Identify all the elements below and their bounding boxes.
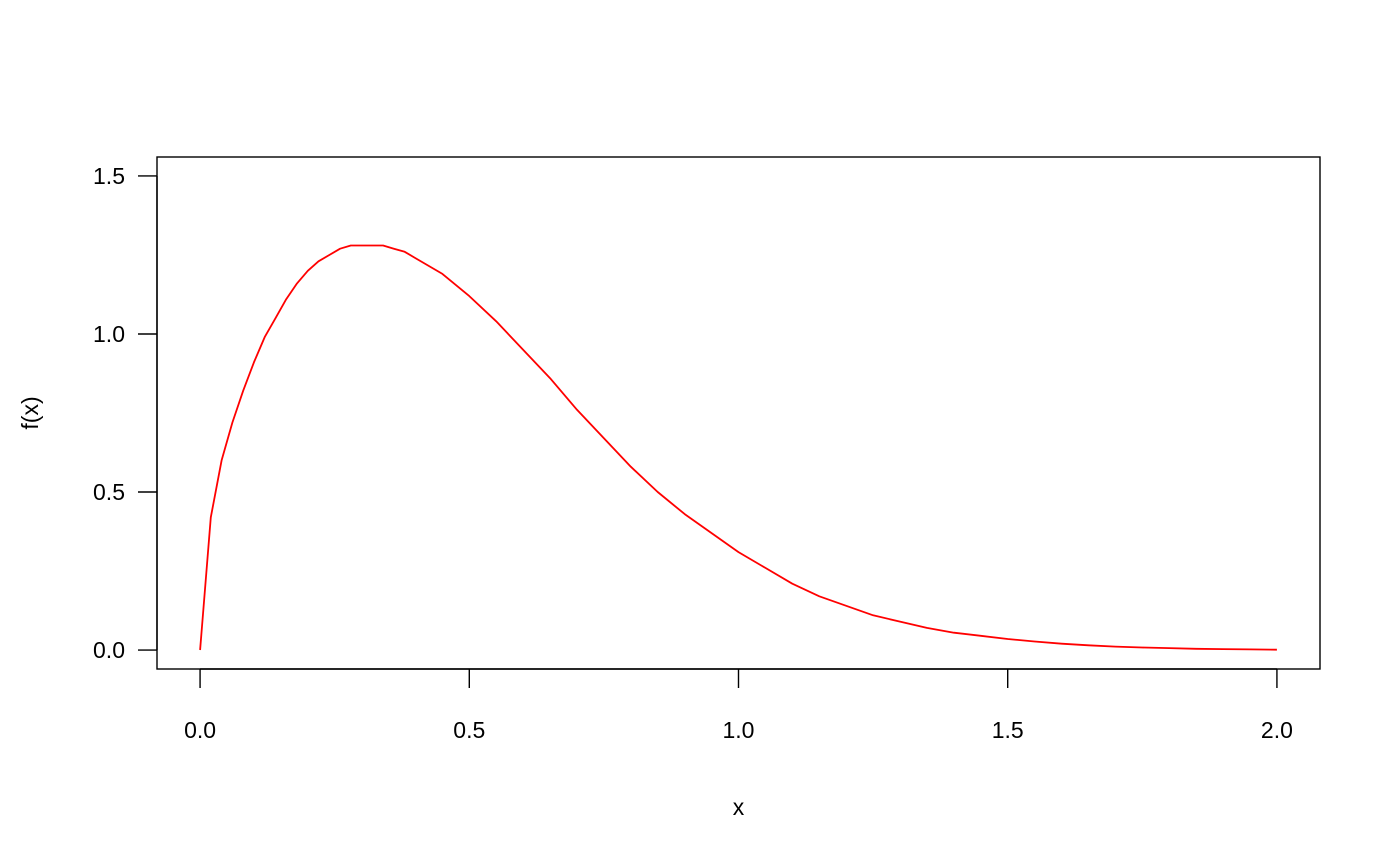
y-axis: 0.0 0.5 1.0 1.5 bbox=[93, 163, 158, 663]
y-tick-label: 0.5 bbox=[93, 479, 125, 505]
x-axis: 0.0 0.5 1.0 1.5 2.0 bbox=[184, 668, 1293, 743]
y-tick-label: 1.5 bbox=[93, 163, 125, 189]
x-tick-label: 0.5 bbox=[453, 717, 485, 743]
x-tick-label: 1.5 bbox=[992, 717, 1024, 743]
plot-frame bbox=[156, 156, 1321, 670]
x-tick-label: 0.0 bbox=[184, 717, 216, 743]
y-tick-label: 0.0 bbox=[93, 637, 125, 663]
x-axis-label: x bbox=[733, 794, 745, 820]
y-axis-label: f(x) bbox=[17, 396, 43, 429]
density-curve bbox=[199, 244, 1277, 651]
x-tick-label: 2.0 bbox=[1261, 717, 1293, 743]
series-layer bbox=[199, 244, 1277, 651]
x-tick-label: 1.0 bbox=[723, 717, 755, 743]
y-tick-label: 1.0 bbox=[93, 321, 125, 347]
